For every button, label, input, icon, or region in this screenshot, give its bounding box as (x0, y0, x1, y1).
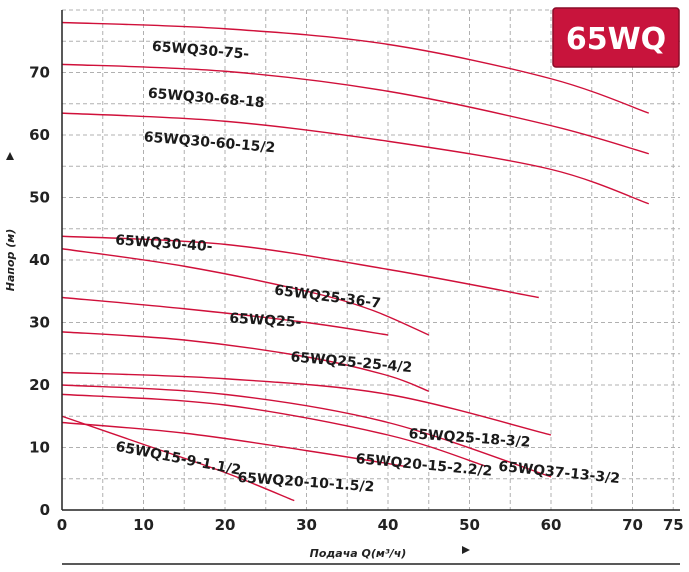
x-axis-title: Подача Q(м³/ч) (310, 547, 407, 560)
y-tick-label: 30 (29, 314, 50, 332)
x-tick-label: 10 (133, 516, 154, 534)
x-tick-label: 20 (215, 516, 236, 534)
pump-curve-line (61, 393, 487, 467)
pump-curve-line (61, 421, 405, 467)
pump-curve-line (61, 296, 389, 336)
curve-label: 65WQ30-68-18 (147, 86, 265, 112)
x-tick-label: 60 (541, 516, 562, 534)
pump-curve-line (61, 112, 650, 205)
curve-label: 65WQ30-75- (151, 39, 250, 63)
y-tick-label: 10 (29, 439, 50, 457)
pump-curve-line (61, 331, 430, 392)
badge-background (552, 7, 680, 68)
y-tick-label: 60 (29, 126, 50, 144)
curve-label: 65WQ30-60-15/2 (143, 129, 276, 156)
x-tick-label: 50 (459, 516, 480, 534)
x-tick-label: 40 (378, 516, 399, 534)
y-tick-label: 40 (29, 251, 50, 269)
curve-label: 65WQ20-15-2.2/2 (355, 451, 493, 480)
pump-curve-line (61, 21, 650, 114)
pump-curve-line (61, 235, 539, 299)
y-tick-label: 0 (40, 501, 50, 519)
x-tick-label: 0 (57, 516, 67, 534)
y-axis-arrow-icon (6, 152, 14, 160)
model-badge: 65WQ (552, 7, 680, 68)
pump-curve-line (61, 415, 295, 502)
y-axis-title: Напор (м) (4, 229, 17, 292)
y-tick-label: 20 (29, 376, 50, 394)
y-tick-label: 70 (29, 64, 50, 82)
pump-curve-line (61, 371, 552, 436)
curve-label: 65WQ15-9-1.1/2 (114, 439, 242, 479)
x-tick-label: 30 (296, 516, 317, 534)
pump-curve-line (61, 248, 430, 336)
x-axis-arrow-icon (462, 546, 470, 554)
pump-curve-line (61, 63, 649, 155)
x-tick-label: 70 (622, 516, 643, 534)
grid-lines (62, 9, 680, 510)
y-tick-label: 50 (29, 189, 50, 207)
curve-label: 65WQ25- (229, 311, 302, 332)
x-tick-label: 75 (663, 516, 684, 534)
curve-label: 65WQ30-40- (115, 232, 213, 255)
badge-label: 65WQ (566, 22, 666, 57)
curve-label: 65WQ25-36-7 (273, 282, 381, 311)
tick-labels: 0 10 20 30 40 50 60 70 75 0 10 20 30 40 50 60 70 (29, 64, 684, 535)
axes (61, 10, 680, 565)
y-axis-title-group: Напор (м) (4, 229, 17, 292)
pump-curve-line (61, 384, 552, 478)
curve-label: 65WQ20-10-1.5/2 (237, 470, 375, 496)
pump-curves (61, 21, 650, 502)
curve-label: 65WQ37-13-3/2 (498, 459, 621, 487)
